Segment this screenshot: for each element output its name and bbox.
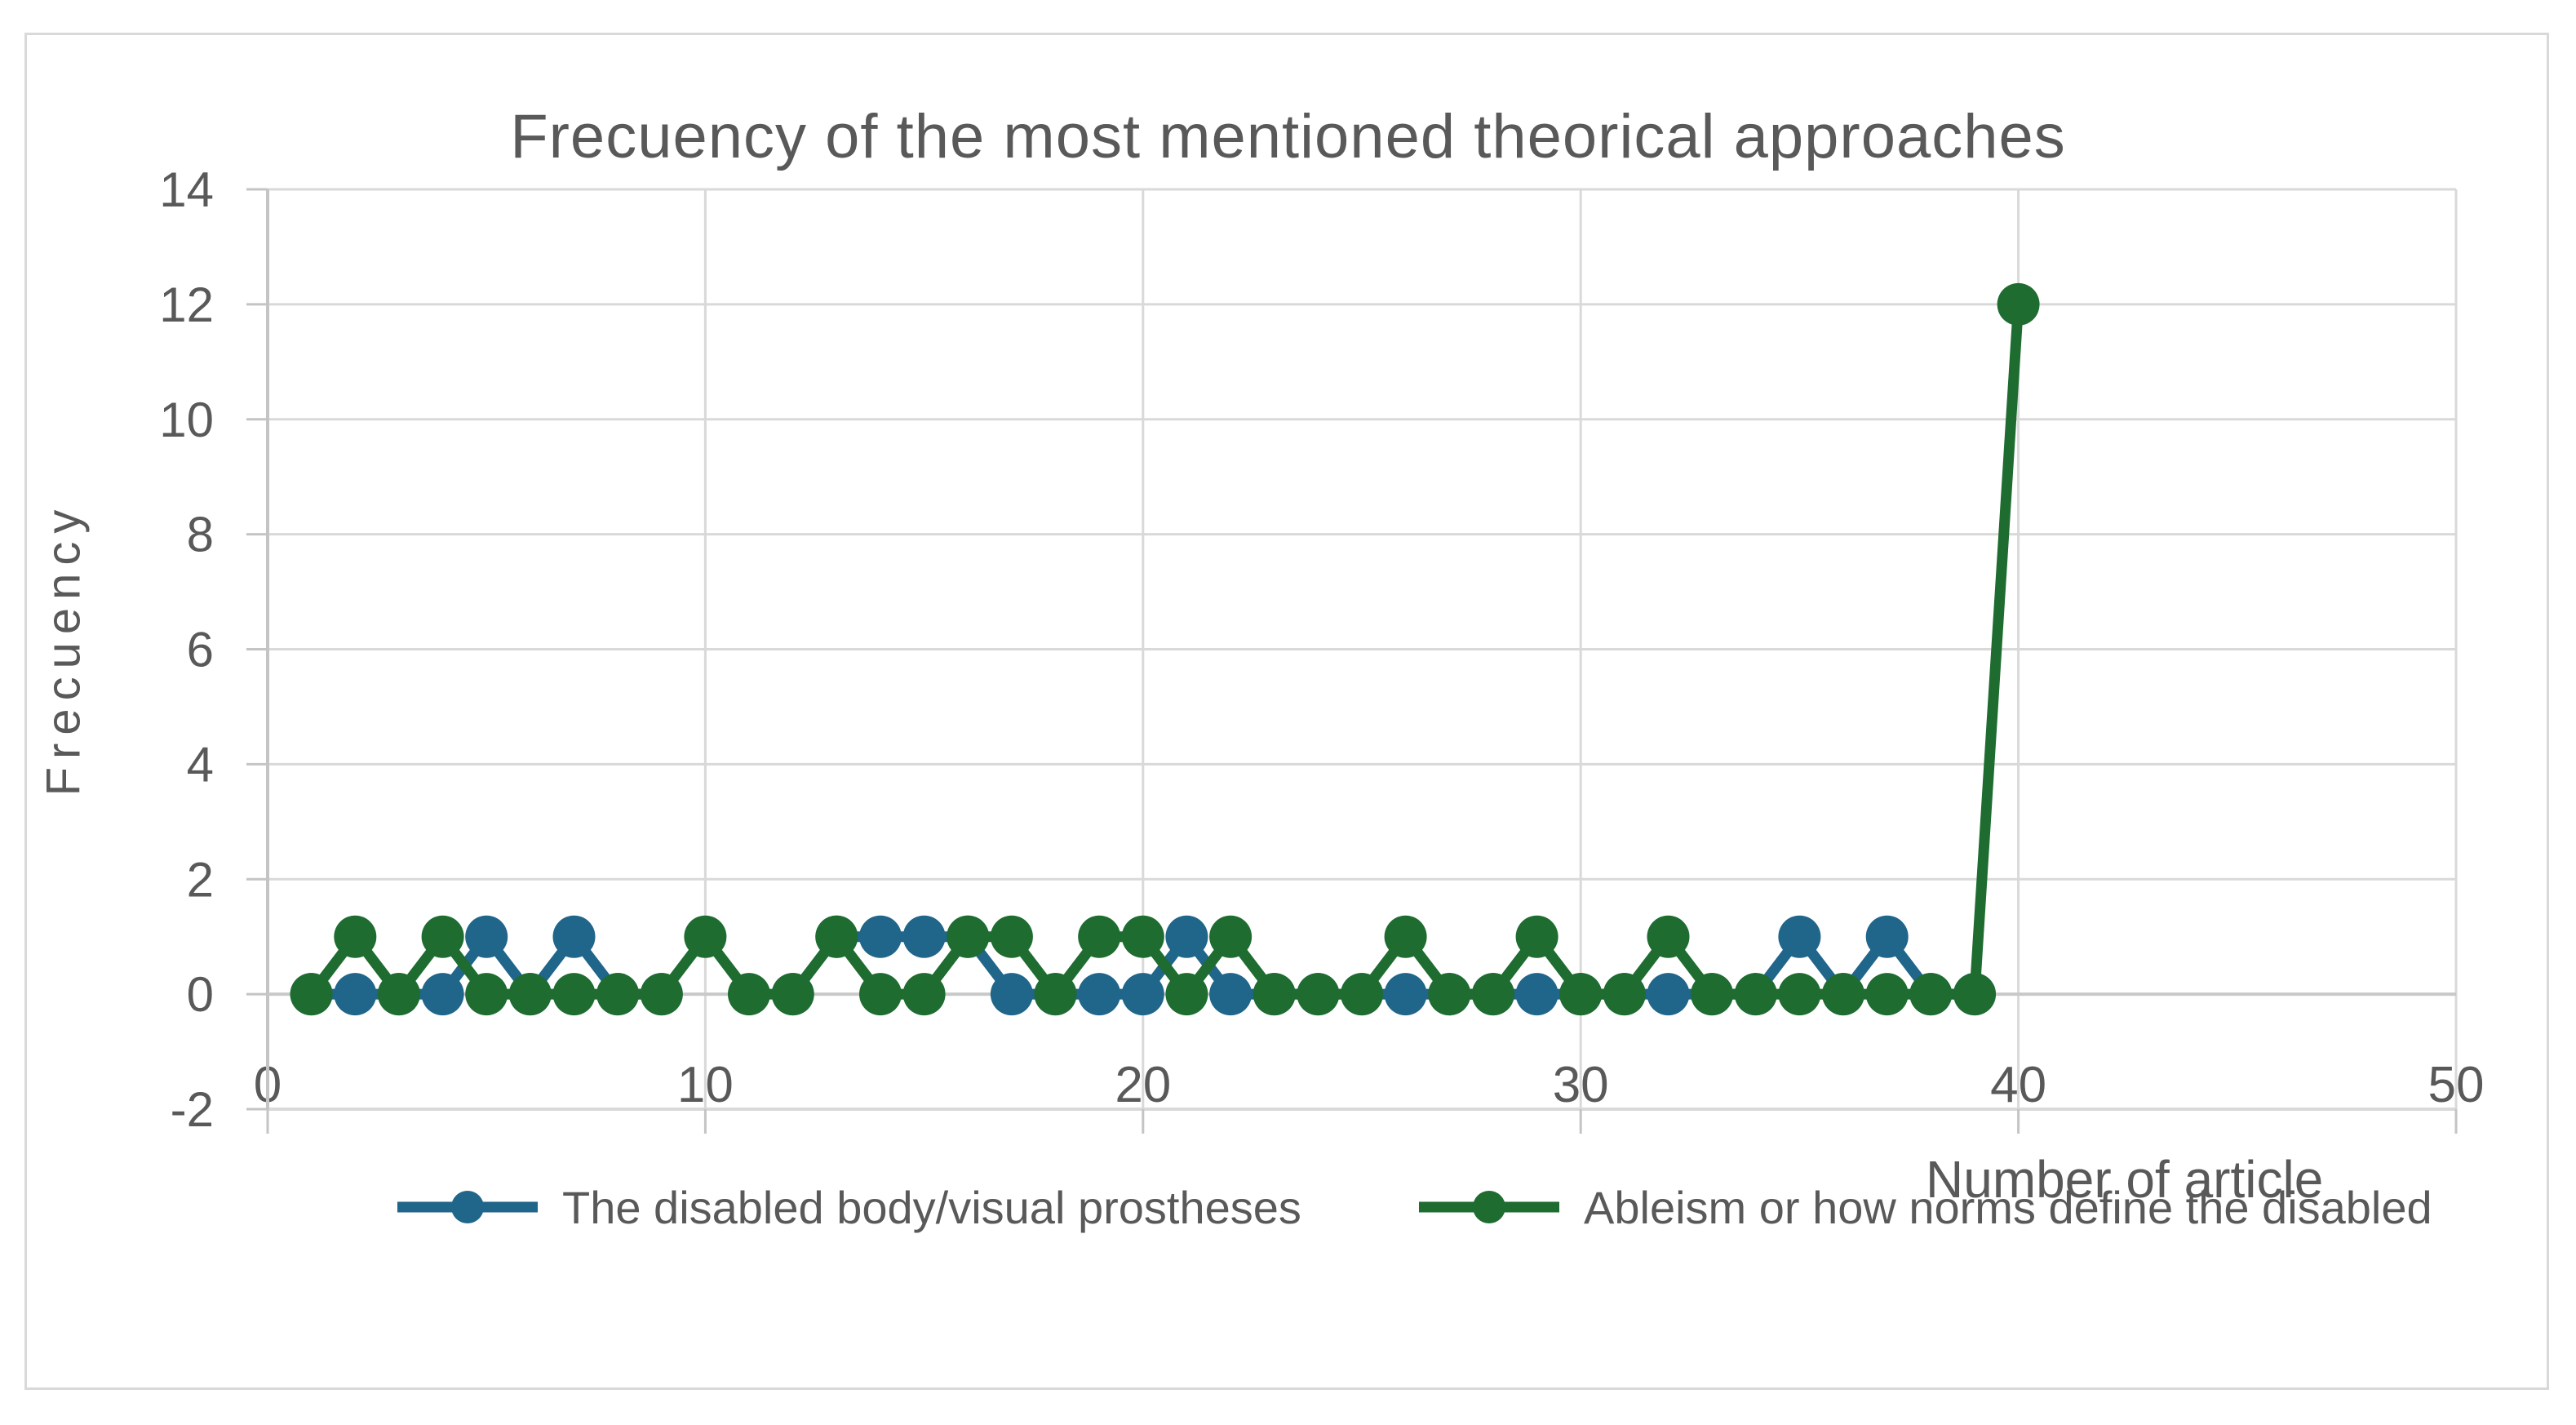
legend-item-series-2: Ableism or how norms define the disabled xyxy=(1416,1182,2432,1233)
data-point-marker xyxy=(1734,973,1777,1016)
data-point-marker xyxy=(1778,973,1821,1016)
x-axis-title: Number of article xyxy=(1926,1150,2324,1209)
legend-marker-line-dot-blue xyxy=(397,1191,538,1223)
data-point-marker xyxy=(1471,973,1514,1016)
data-point-marker xyxy=(1253,973,1296,1016)
x-tick-label: 10 xyxy=(677,1057,734,1113)
data-point-marker xyxy=(990,915,1033,958)
data-point-marker xyxy=(1603,973,1646,1016)
data-point-marker xyxy=(1778,915,1821,958)
data-point-marker xyxy=(1909,973,1953,1016)
data-point-marker xyxy=(1297,973,1340,1016)
data-point-marker xyxy=(859,973,902,1016)
data-point-marker xyxy=(465,915,508,958)
legend-label-series-1: The disabled body/visual prostheses xyxy=(562,1181,1301,1233)
data-point-marker xyxy=(1647,915,1690,958)
data-point-marker xyxy=(1384,915,1427,958)
data-point-marker xyxy=(1209,973,1253,1016)
legend-label-series-2: Ableism or how norms define the disabled xyxy=(1584,1181,2432,1233)
y-tick-label: 2 xyxy=(187,852,214,907)
data-point-marker xyxy=(1209,915,1253,958)
legend-item-series-1: The disabled body/visual prostheses xyxy=(394,1182,1301,1233)
y-tick-label: 8 xyxy=(187,508,214,562)
data-point-marker xyxy=(1121,973,1164,1016)
y-tick-label: -2 xyxy=(171,1082,214,1137)
data-point-marker xyxy=(1165,915,1208,958)
data-point-marker xyxy=(552,915,596,958)
data-point-marker xyxy=(1559,973,1603,1016)
data-point-marker xyxy=(1341,973,1383,1016)
legend-marker-line-dot-green xyxy=(1419,1191,1559,1223)
data-point-marker xyxy=(290,973,333,1016)
y-tick-label: 14 xyxy=(159,162,214,217)
data-point-marker xyxy=(859,915,902,958)
data-point-marker xyxy=(1034,973,1077,1016)
x-tick-label: 20 xyxy=(1115,1057,1171,1113)
y-tick-label: 0 xyxy=(187,967,214,1022)
data-point-marker xyxy=(1865,973,1909,1016)
data-point-marker xyxy=(640,973,683,1016)
data-point-marker xyxy=(1078,915,1121,958)
y-tick-label: 10 xyxy=(159,393,214,447)
data-point-marker xyxy=(1953,973,1996,1016)
data-point-marker xyxy=(947,915,990,958)
x-tick-label: 30 xyxy=(1553,1057,1609,1113)
data-point-marker xyxy=(1165,973,1208,1016)
data-point-marker xyxy=(902,973,946,1016)
data-point-marker xyxy=(1822,973,1864,1016)
y-tick-label: 4 xyxy=(187,737,214,792)
data-point-marker xyxy=(815,915,858,958)
y-tick-label: 6 xyxy=(187,623,214,677)
data-point-marker xyxy=(1121,915,1164,958)
data-point-marker xyxy=(596,973,640,1016)
y-tick-label: 12 xyxy=(159,277,214,332)
series-line xyxy=(306,299,2024,1000)
data-point-marker xyxy=(1691,973,1734,1016)
data-point-marker xyxy=(771,973,814,1016)
data-point-marker xyxy=(334,915,377,958)
data-point-marker xyxy=(1078,973,1121,1016)
data-point-marker xyxy=(1428,973,1471,1016)
y-axis-title: Frecuency xyxy=(37,501,91,797)
data-point-marker xyxy=(684,915,727,958)
x-tick-label: 50 xyxy=(2428,1057,2485,1113)
chart-title: Frecuency of the most mentioned theorica… xyxy=(510,102,2066,171)
data-point-marker xyxy=(334,973,377,1016)
data-point-marker xyxy=(377,973,420,1016)
data-point-marker xyxy=(1865,915,1909,958)
chart-border-frame xyxy=(24,33,2549,1390)
data-point-marker xyxy=(1515,915,1558,958)
data-point-marker xyxy=(1515,973,1558,1016)
data-point-marker xyxy=(1384,973,1427,1016)
data-point-marker xyxy=(421,973,464,1016)
data-point-marker xyxy=(1647,973,1690,1016)
data-point-marker xyxy=(465,973,508,1016)
data-point-marker xyxy=(1997,282,2040,326)
data-point-marker xyxy=(902,915,946,958)
x-tick-label: 40 xyxy=(1990,1057,2046,1113)
data-point-marker xyxy=(552,973,596,1016)
data-point-marker xyxy=(508,973,552,1016)
data-point-marker xyxy=(728,973,770,1016)
data-point-marker xyxy=(421,915,464,958)
data-point-marker xyxy=(990,973,1033,1016)
